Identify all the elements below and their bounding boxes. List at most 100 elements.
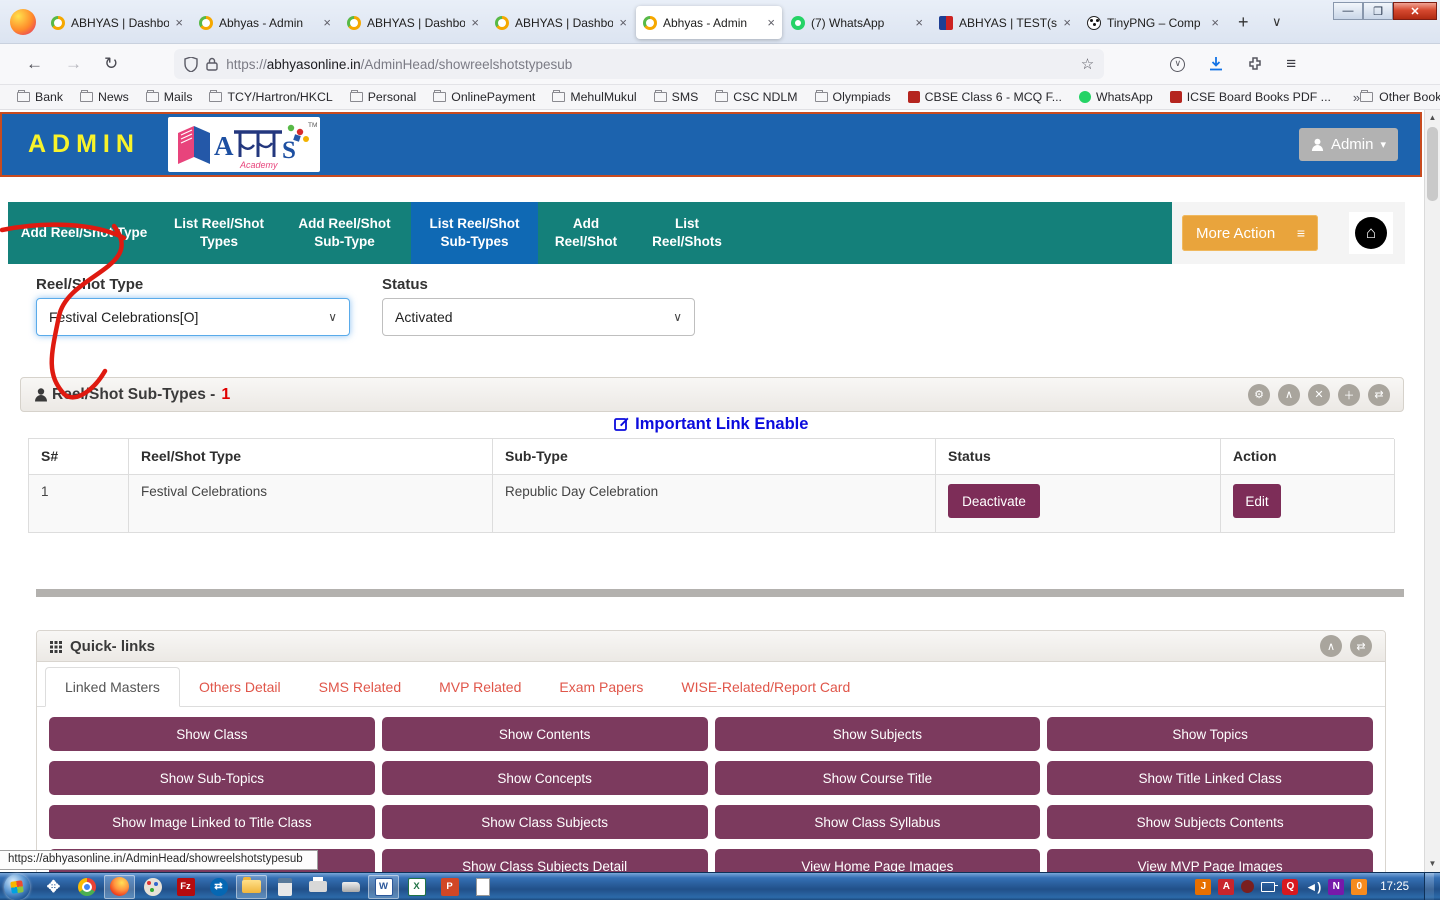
bookmark-folder[interactable]: SMS [653,90,698,104]
browser-tab[interactable]: ABHYAS | Dashbo × [44,6,190,39]
vertical-scrollbar[interactable]: ▲ ▼ [1424,110,1440,872]
bookmark-folder[interactable]: Bank [17,90,63,104]
collapse-chevron-up-icon[interactable]: ∧ [1278,383,1300,406]
tab-add-reelshot[interactable]: Add Reel/Shot [554,216,618,249]
word-icon[interactable]: W [368,874,399,899]
firefox-icon[interactable] [104,874,135,899]
bookmark-folder[interactable]: Mails [145,90,192,104]
bookmark-folder[interactable]: News [80,90,129,104]
browser-tab[interactable]: TinyPNG – Comp × [1080,6,1226,39]
horizontal-scrollbar[interactable] [36,589,1404,597]
back-icon[interactable]: ← [26,54,43,73]
edit-button[interactable]: Edit [1233,484,1281,518]
pocket-icon[interactable]: ∨ [1170,56,1186,72]
tab-add-reelshot-subtype[interactable]: Add Reel/Shot Sub-Type [298,216,391,249]
close-icon[interactable]: × [323,15,331,30]
browser-tab-active[interactable]: Abhyas - Admin × [636,6,782,39]
start-button[interactable] [4,873,30,900]
excel-icon[interactable]: X [401,875,432,899]
reload-icon[interactable]: ↻ [104,54,119,73]
onenote-tray-icon[interactable]: N [1328,878,1345,895]
tab-list-dropdown-icon[interactable]: ∨ [1272,14,1282,29]
collapse-chevron-up-icon[interactable]: ∧ [1320,635,1342,657]
window-close-button[interactable]: ✕ [1393,2,1437,20]
bookmark-folder[interactable]: CSC NDLM [715,90,798,104]
browser-tab[interactable]: (7) WhatsApp × [784,6,930,39]
important-link-enable[interactable]: Important Link Enable [28,415,1394,434]
shield-icon[interactable] [184,56,198,72]
browser-tab[interactable]: ABHYAS | TEST(s × [932,6,1078,39]
calculator-icon[interactable] [269,875,300,899]
address-bar[interactable]: https://abhyasonline.in/AdminHead/showre… [174,49,1105,79]
close-icon[interactable]: × [619,15,627,30]
close-icon[interactable]: × [915,15,923,30]
close-icon[interactable]: × [471,15,479,30]
network-tray-icon[interactable] [1261,881,1279,892]
bookmark-folder[interactable]: TCY/Hartron/HKCL [209,90,333,104]
teamviewer-icon[interactable]: ⇄ [203,875,234,899]
show-desktop-button[interactable] [1424,872,1434,900]
quick-link-button[interactable]: Show Class Subjects Detail [381,849,708,872]
bookmark-folder[interactable]: OnlinePayment [433,90,535,104]
firefox-app-icon[interactable] [10,9,36,35]
tab-list-reelshot-subtypes[interactable]: List Reel/Shot Sub-Types [411,202,538,264]
quick-link-button[interactable]: Show Topics [1047,717,1373,751]
bookmark-star-icon[interactable]: ☆ [1080,56,1095,73]
tab-mvp-related[interactable]: MVP Related [439,679,522,695]
tab-sms-related[interactable]: SMS Related [318,679,402,695]
swap-arrows-icon[interactable]: ⇄ [1350,635,1372,657]
quick-link-button[interactable]: Show Concepts [381,761,708,795]
quick-link-button[interactable]: Show Course Title [714,761,1041,795]
menu-hamburger-icon[interactable]: ≡ [1286,54,1296,73]
window-minimize-button[interactable]: — [1333,2,1363,20]
java-tray-icon[interactable]: J [1195,878,1212,895]
explorer-folder-icon[interactable] [236,874,267,899]
quick-link-button[interactable]: View MVP Page Images [1047,849,1373,872]
scanner-icon[interactable] [335,875,366,899]
home-tile[interactable]: ⌂ [1349,212,1393,254]
other-bookmarks[interactable]: Other Bookmarks [1360,90,1440,104]
quick-link-button[interactable]: Show Class Syllabus [714,805,1041,839]
swap-arrows-icon[interactable]: ⇄ [1368,383,1390,406]
quick-link-button[interactable]: Show Subjects [714,717,1041,751]
close-icon[interactable]: × [1063,15,1071,30]
quick-link-button[interactable]: Show Title Linked Class [1047,761,1373,795]
notepad-icon[interactable] [467,875,498,899]
volume-icon[interactable]: ◄) [1305,879,1322,894]
bookmark-folder[interactable]: MehulMukul [552,90,637,104]
close-icon[interactable]: × [175,15,183,30]
more-action-button[interactable]: More Action ≡ [1182,215,1318,251]
browser-tab[interactable]: ABHYAS | Dashbo × [340,6,486,39]
abhyas-logo[interactable]: A S Academy TM [167,117,320,172]
tab-list-reelshots[interactable]: List Reel/Shots [652,216,722,249]
forward-icon[interactable]: → [65,54,82,73]
scroll-down-icon[interactable]: ▼ [1428,859,1437,868]
scroll-up-icon[interactable]: ▲ [1428,113,1437,122]
move-tool-icon[interactable]: ✥ [46,878,61,896]
bookmark-link[interactable]: ICSE Board Books PDF ... [1169,90,1331,104]
bookmarks-overflow-icon[interactable]: » [1352,89,1361,105]
close-icon[interactable]: × [1211,15,1219,30]
tab-wise-report-card[interactable]: WISE-Related/Report Card [681,679,851,695]
browser-tab[interactable]: Abhyas - Admin × [192,6,338,39]
close-panel-icon[interactable]: ✕ [1308,383,1330,406]
bookmark-folder[interactable]: Olympiads [814,90,891,104]
filezilla-icon[interactable]: Fz [170,875,201,899]
quick-link-button[interactable]: Show Sub-Topics [49,761,375,795]
quick-link-button[interactable]: Show Subjects Contents [1047,805,1373,839]
update-badge-icon[interactable]: 0 [1351,878,1368,895]
record-dot-icon[interactable] [1241,880,1255,893]
tab-linked-masters[interactable]: Linked Masters [45,667,180,707]
bookmark-link[interactable]: CBSE Class 6 - MCQ F... [907,90,1062,104]
bookmark-folder[interactable]: Personal [349,90,416,104]
quick-link-button[interactable]: Show Class Subjects [381,805,708,839]
quick-link-button[interactable]: Show Contents [381,717,708,751]
bookmark-link[interactable]: WhatsApp [1078,90,1153,104]
status-select[interactable]: Activated ∨ [382,298,695,336]
new-tab-button[interactable]: + [1238,12,1249,32]
quickheal-tray-icon[interactable]: Q [1282,878,1299,895]
downloads-icon[interactable] [1208,56,1224,72]
tab-others-detail[interactable]: Others Detail [198,679,281,695]
extensions-puzzle-icon[interactable] [1247,56,1263,72]
quick-link-button[interactable]: Show Class [49,717,375,751]
